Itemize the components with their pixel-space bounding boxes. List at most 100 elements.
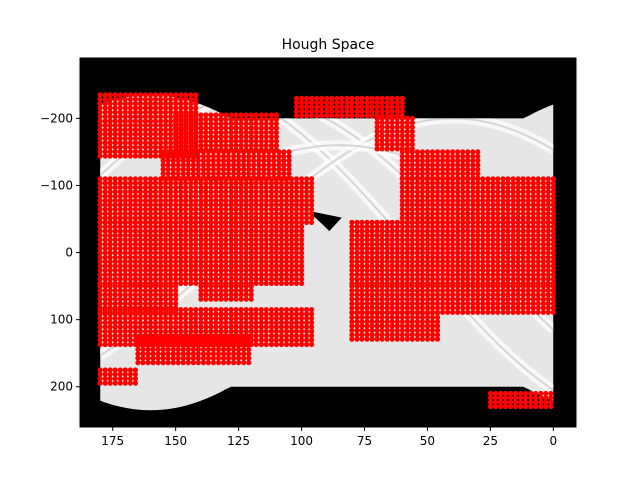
peak-point — [178, 176, 184, 182]
peak-point — [409, 292, 415, 298]
peak-point — [231, 342, 237, 348]
peak-point — [193, 211, 199, 217]
peak-point — [188, 215, 194, 221]
peak-point — [424, 219, 431, 225]
peak-point — [369, 237, 375, 243]
peak-point — [440, 296, 446, 302]
peak-point — [465, 158, 471, 164]
peak-point — [158, 283, 164, 289]
peak-point — [102, 263, 108, 269]
peak-point — [475, 176, 481, 182]
peak-point — [470, 180, 476, 186]
peak-point — [117, 193, 123, 199]
peak-point — [117, 320, 123, 326]
peak-point — [399, 124, 405, 130]
peak-point — [102, 105, 108, 111]
peak-point — [389, 219, 395, 225]
peak-point — [218, 315, 224, 321]
peak-point — [168, 250, 174, 256]
peak-point — [470, 287, 476, 294]
peak-point — [460, 198, 466, 204]
peak-point — [122, 237, 128, 243]
peak-point — [409, 219, 415, 225]
peak-point — [409, 133, 415, 139]
peak-point — [548, 395, 554, 401]
peak-point — [261, 158, 267, 164]
peak-point — [228, 189, 234, 195]
peak-point — [248, 307, 254, 313]
peak-point — [122, 105, 128, 111]
peak-point — [505, 305, 511, 311]
peak-point — [394, 332, 400, 338]
peak-point — [455, 153, 461, 159]
peak-point — [530, 296, 536, 302]
peak-point — [147, 287, 154, 294]
peak-point — [419, 219, 425, 225]
peak-point — [208, 245, 214, 252]
peak-point — [163, 283, 169, 289]
peak-point — [507, 399, 514, 405]
peak-point — [142, 272, 149, 278]
peak-point — [384, 224, 390, 230]
peak-point — [445, 254, 451, 260]
peak-point — [460, 259, 466, 265]
peak-point — [525, 309, 531, 315]
peak-point — [470, 283, 476, 289]
peak-point — [429, 215, 436, 221]
peak-point — [223, 232, 229, 239]
peak-point — [175, 153, 181, 159]
peak-point — [178, 241, 184, 247]
peak-point — [140, 346, 146, 353]
peak-point — [127, 311, 133, 317]
peak-point — [218, 328, 224, 334]
peak-point — [193, 224, 199, 230]
peak-point — [389, 332, 395, 338]
peak-point — [528, 395, 534, 401]
peak-point — [253, 341, 259, 348]
peak-point — [505, 228, 511, 234]
peak-point — [137, 292, 143, 298]
peak-point — [288, 263, 295, 269]
peak-point — [369, 241, 375, 247]
peak-point — [165, 355, 171, 361]
peak-point — [379, 250, 385, 256]
peak-point — [545, 259, 551, 265]
peak-point — [102, 380, 108, 386]
peak-point — [354, 283, 360, 289]
peak-point — [409, 332, 415, 338]
peak-point — [168, 219, 174, 225]
peak-point — [540, 296, 546, 302]
peak-point — [445, 283, 451, 289]
peak-point — [223, 198, 229, 204]
peak-point — [339, 108, 345, 114]
peak-point — [500, 189, 506, 195]
peak-point — [510, 259, 516, 265]
peak-point — [246, 166, 252, 172]
peak-point — [132, 228, 138, 234]
peak-point — [465, 193, 471, 199]
peak-point — [480, 305, 486, 311]
peak-point — [205, 162, 211, 168]
peak-point — [515, 259, 521, 265]
peak-point — [490, 232, 496, 239]
peak-point — [424, 153, 431, 159]
peak-point — [163, 127, 169, 133]
peak-point — [424, 292, 431, 298]
peak-point — [465, 259, 471, 265]
peak-point — [137, 193, 143, 199]
peak-point — [248, 245, 254, 252]
peak-point — [475, 254, 481, 260]
peak-point — [173, 287, 179, 294]
peak-point — [225, 149, 232, 155]
peak-point — [122, 140, 128, 146]
peak-point — [535, 219, 541, 225]
peak-point — [286, 153, 292, 159]
peak-point — [175, 162, 181, 168]
peak-point — [500, 305, 506, 311]
peak-point — [102, 311, 108, 317]
peak-point — [399, 245, 405, 252]
peak-point — [263, 125, 269, 131]
peak-point — [550, 198, 556, 204]
peak-point — [384, 287, 390, 294]
peak-point — [455, 287, 461, 294]
